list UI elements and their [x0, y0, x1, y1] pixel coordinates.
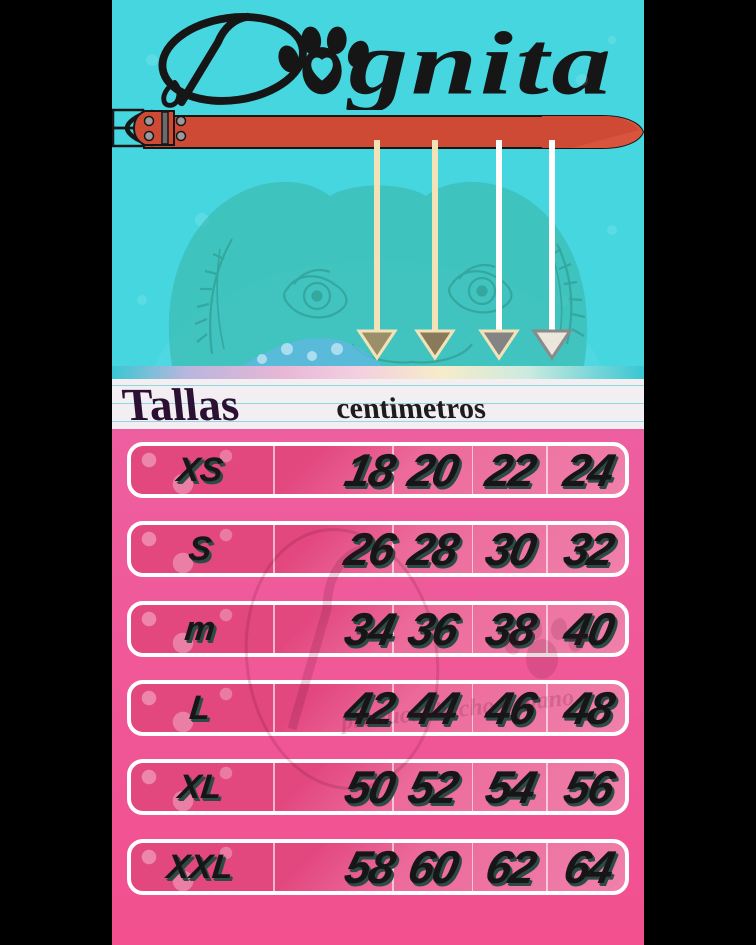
svg-text:Tallas: Tallas: [120, 379, 241, 429]
svg-text:centimetros: centimetros: [334, 391, 487, 425]
